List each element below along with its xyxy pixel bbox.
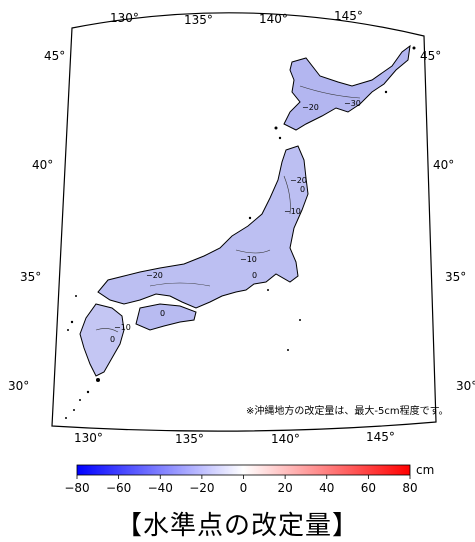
lat-labels-right: 45° 40° 35° 30° <box>420 49 475 393</box>
contour-label: 0 <box>252 271 257 280</box>
lon-label-top: 140° <box>259 12 288 26</box>
colorbar-ticks: −80 −60 −40 −20 0 20 40 60 80 <box>64 475 418 495</box>
lon-label-bottom: 130° <box>74 431 103 445</box>
lon-label-top: 135° <box>184 13 213 27</box>
colorbar-tick-label: −20 <box>189 481 214 495</box>
colorbar-unit: cm <box>416 463 434 477</box>
colorbar-tick-label: 60 <box>361 481 376 495</box>
colorbar-tick-label: 20 <box>277 481 292 495</box>
lat-label-right: 45° <box>420 49 441 63</box>
contour-label: −20 <box>302 103 319 112</box>
lat-label-right: 30° <box>456 379 475 393</box>
lon-label-bottom: 140° <box>271 432 300 446</box>
lon-label-top: 130° <box>110 11 139 25</box>
lon-labels-top: 130° 135° 140° 145° <box>110 9 363 27</box>
lon-label-bottom: 135° <box>175 432 204 446</box>
lat-label-right: 35° <box>445 270 466 284</box>
contour-label: −30 <box>344 99 361 108</box>
lon-labels-bottom: 130° 135° 140° 145° <box>74 430 395 446</box>
contour-label: −20 <box>290 176 307 185</box>
okinawa-note: ※沖縄地方の改定量は、最大-5cm程度です。 <box>246 404 449 417</box>
contour-lines <box>95 85 361 333</box>
hokkaido-island <box>283 44 411 131</box>
shikoku-island <box>135 303 197 331</box>
lat-label-left: 30° <box>8 379 29 393</box>
lat-labels-left: 45° 40° 35° 30° <box>8 49 65 393</box>
lat-label-left: 40° <box>32 158 53 172</box>
map-title: 【水準点の改定量】 <box>115 511 359 541</box>
lat-label-right: 40° <box>433 158 454 172</box>
lon-label-bottom: 145° <box>366 430 395 444</box>
colorbar-tick-label: −80 <box>64 481 89 495</box>
lat-label-left: 35° <box>20 270 41 284</box>
colorbar-tick-label: −40 <box>148 481 173 495</box>
contour-labels: −20 −30 −20 0 −10 −10 0 −20 0 0 −10 <box>110 99 361 344</box>
contour-label: −20 <box>146 271 163 280</box>
contour-label: −10 <box>240 255 257 264</box>
colorbar-tick-label: 80 <box>402 481 417 495</box>
contour-label: 0 <box>110 335 115 344</box>
contour-label: −10 <box>114 323 131 332</box>
lon-label-top: 145° <box>334 9 363 23</box>
contour-label: 0 <box>300 185 305 194</box>
contour-label: 0 <box>160 309 165 318</box>
honshu-island <box>97 145 309 309</box>
colorbar <box>76 464 411 476</box>
small-islands <box>65 46 416 419</box>
lat-label-left: 45° <box>44 49 65 63</box>
kyushu-island <box>79 303 125 377</box>
contour-label: −10 <box>284 207 301 216</box>
colorbar-tick-label: 40 <box>319 481 334 495</box>
colorbar-tick-label: 0 <box>240 481 248 495</box>
colorbar-tick-label: −60 <box>106 481 131 495</box>
